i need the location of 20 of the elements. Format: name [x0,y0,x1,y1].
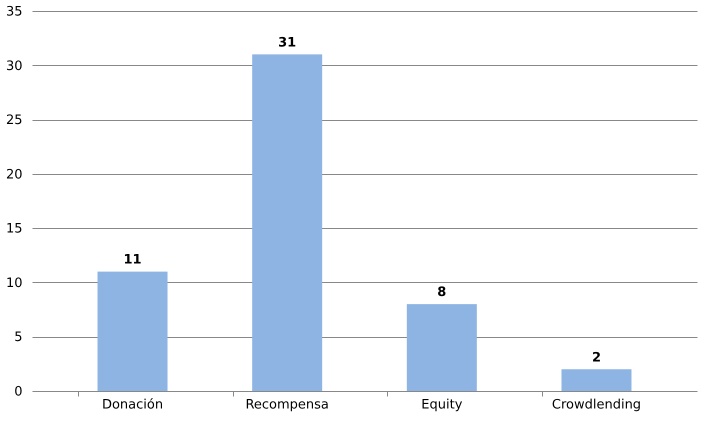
bar [98,272,168,391]
y-tick-label: 10 [6,276,22,291]
data-label: 11 [123,252,142,268]
data-label: 2 [592,350,601,366]
data-label: 31 [278,35,296,50]
y-tick-label: 35 [6,4,22,20]
data-label: 8 [437,285,446,300]
y-tick-label: 0 [14,384,22,400]
bar [406,304,477,391]
x-tick-label: Crowdlending [552,398,642,412]
bar [252,54,322,391]
y-tick-label: 30 [6,58,22,74]
bar [561,369,632,391]
x-tick-label: Recompensa [245,398,329,412]
y-tick-label: 15 [6,222,22,237]
x-tick-label: Equity [421,398,463,412]
y-tick-label: 25 [6,113,22,128]
x-tick-label: Donación [102,398,164,412]
y-tick-label: 20 [6,167,22,182]
y-tick-label: 5 [14,330,22,346]
